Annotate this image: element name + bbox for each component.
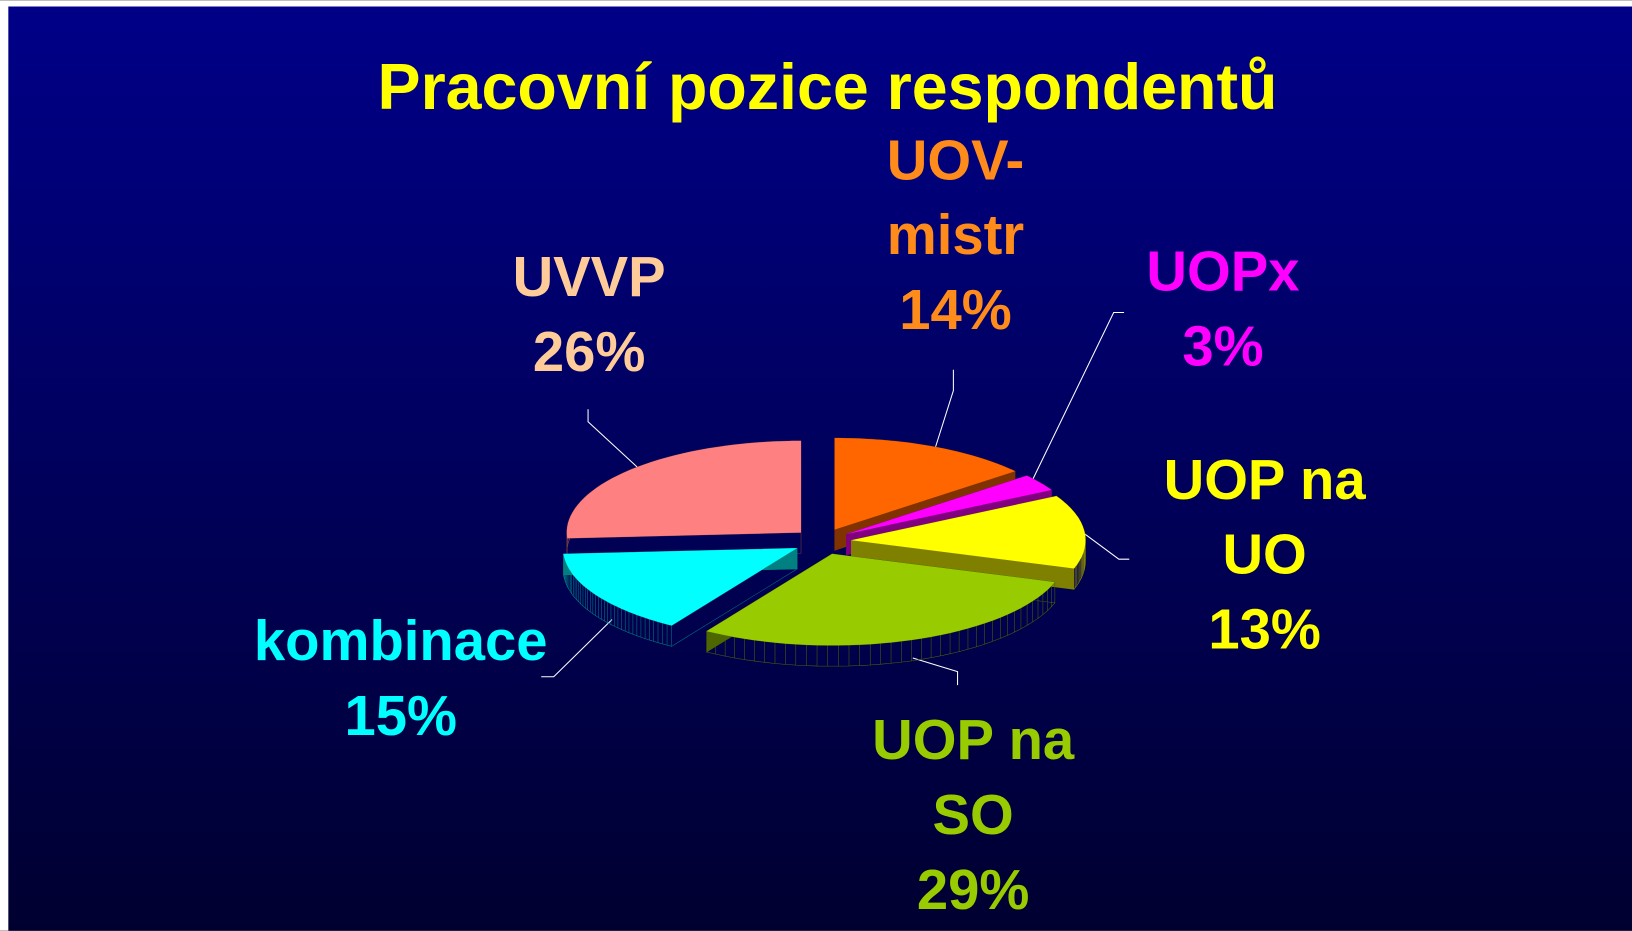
slice-label: kombinace 15% — [245, 604, 557, 754]
slice — [566, 440, 802, 539]
value-label: 3% — [1182, 315, 1264, 379]
labels: UOV-mistr 14% UOPx 3% UOP na UO 13% UOP na SO 2… — [245, 123, 1384, 928]
leader-line — [912, 657, 959, 686]
slice — [851, 496, 1086, 569]
slice — [706, 553, 1055, 646]
chart-title: Pracovní pozice respondentů — [378, 51, 1278, 123]
leader-line — [541, 619, 613, 678]
slice-label: UVVP 26% — [485, 240, 693, 390]
label-box: UOP na SO 29% — [853, 703, 1092, 928]
slice — [846, 475, 1052, 535]
value-label: 14% — [899, 279, 1012, 342]
background — [8, 6, 1632, 931]
slice — [563, 548, 798, 626]
slice-label: UOPx 3% — [1119, 234, 1327, 384]
value-label: 15% — [344, 685, 457, 748]
slice-label: UOP na UO 13% — [1145, 443, 1384, 668]
category-label: UOP na SO — [872, 709, 1075, 847]
category-label: UVVP — [512, 245, 666, 309]
leader-line — [587, 409, 642, 472]
value-label: 26% — [532, 320, 646, 384]
slice — [834, 438, 1016, 530]
slice-label: UOP na SO 29% — [853, 703, 1092, 928]
category-label: UOV-mistr — [886, 129, 1025, 267]
label-box: UOP na UO 13% — [1145, 443, 1384, 668]
value-label: 29% — [916, 858, 1030, 922]
value-label: 13% — [1208, 598, 1321, 662]
leader-line — [933, 369, 954, 454]
leader-line — [1029, 311, 1125, 485]
category-label: kombinace — [253, 610, 548, 673]
category-label: UOP na UO — [1163, 448, 1366, 587]
label-box: UOV-mistr 14% — [867, 123, 1044, 348]
label-box: UOPx 3% — [1119, 234, 1327, 384]
slice-label: UOV-mistr 14% — [867, 123, 1044, 348]
label-box: UVVP 26% — [485, 240, 693, 390]
pie — [563, 437, 1086, 667]
category-label: UOPx — [1146, 240, 1300, 304]
label-box: kombinace 15% — [245, 604, 557, 754]
